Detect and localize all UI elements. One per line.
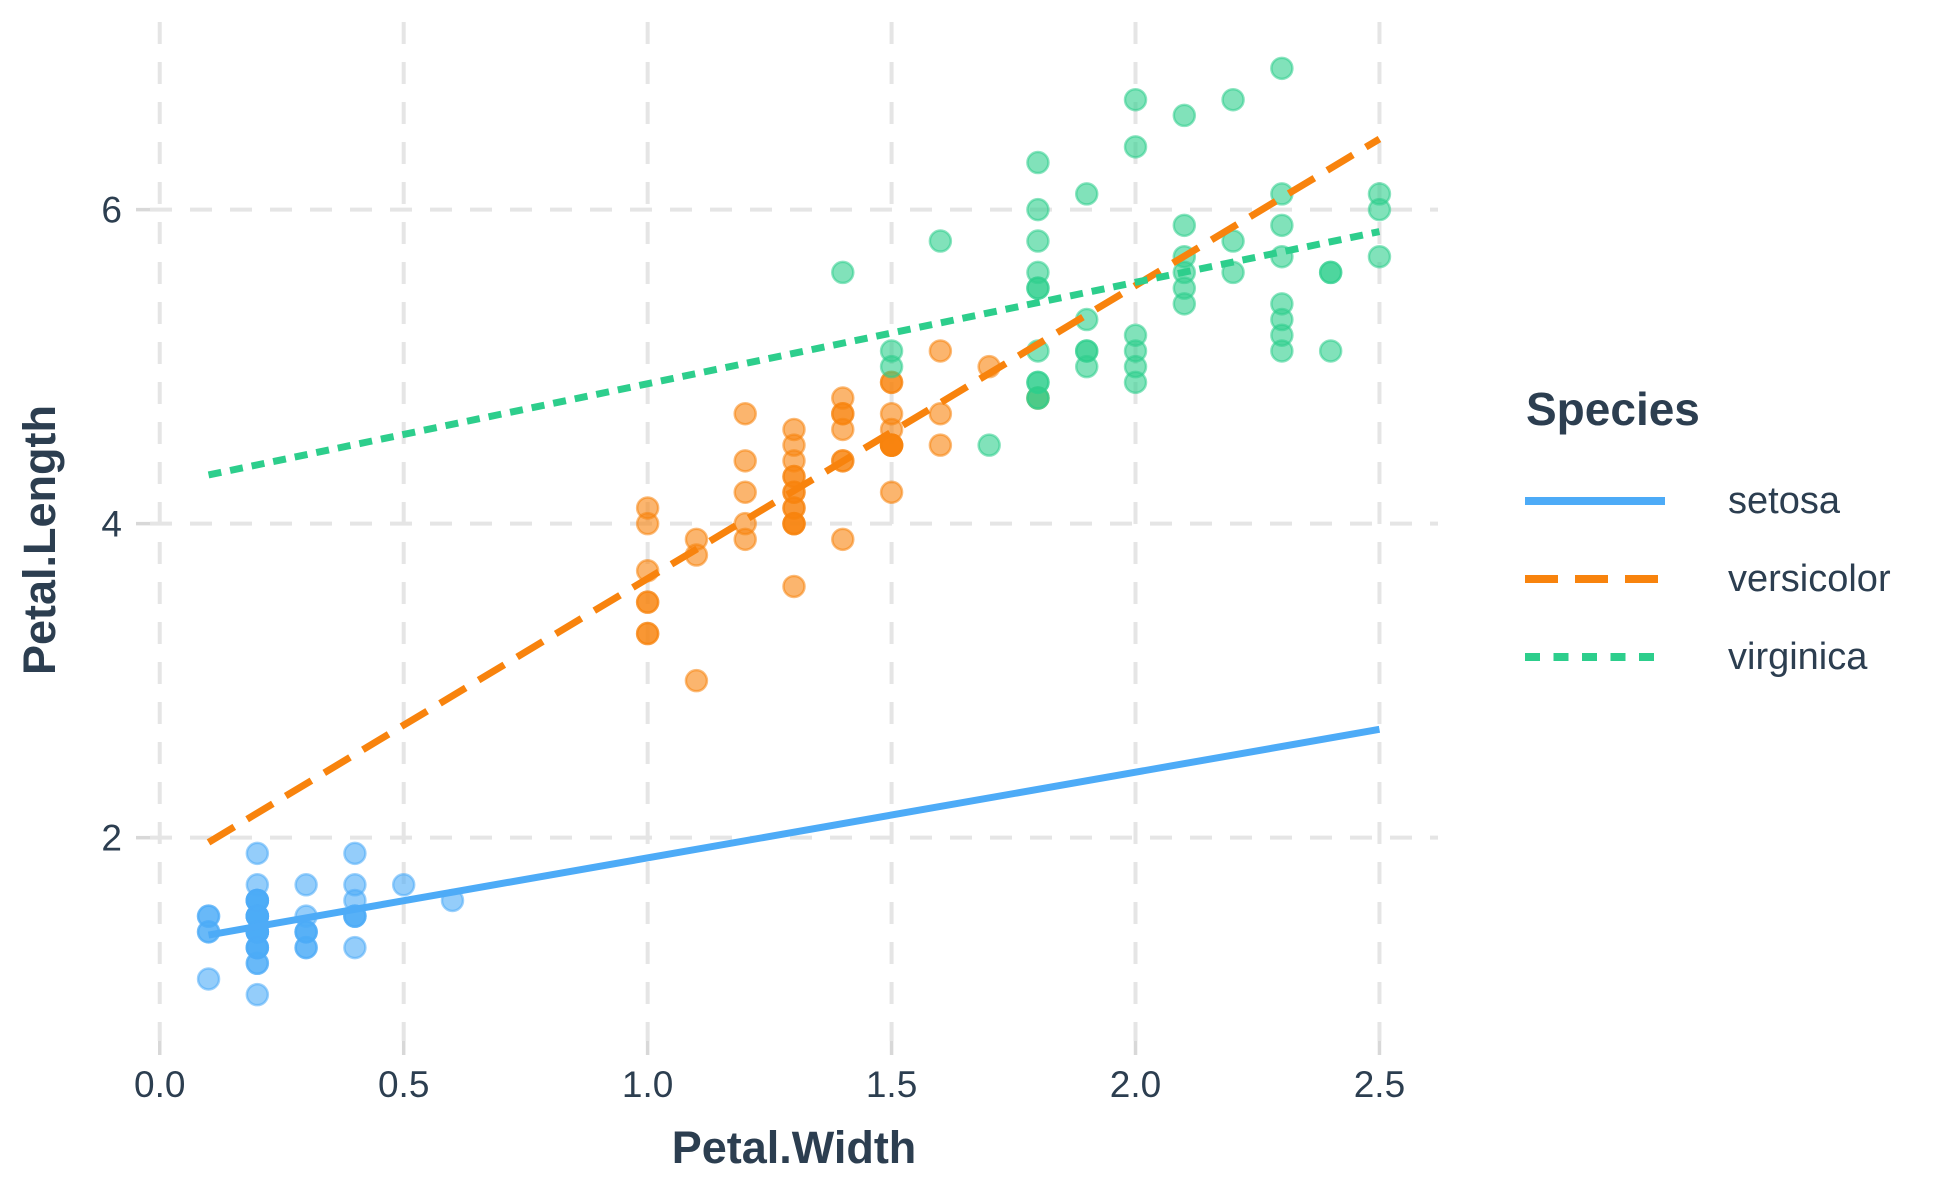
data-point-virginica bbox=[1270, 56, 1294, 81]
data-point-virginica bbox=[928, 229, 953, 253]
data-point-virginica bbox=[1074, 354, 1099, 379]
trend-line-versicolor bbox=[206, 135, 1382, 846]
legend-label-setosa: setosa bbox=[1728, 479, 1840, 522]
data-point-versicolor bbox=[782, 574, 806, 599]
y-tick-label: 4 bbox=[101, 504, 122, 545]
data-point-versicolor bbox=[831, 527, 855, 552]
data-point-versicolor bbox=[635, 496, 660, 520]
data-point-setosa bbox=[343, 841, 367, 866]
data-point-versicolor bbox=[879, 401, 904, 426]
y-tick-label: 6 bbox=[101, 190, 122, 231]
data-point-virginica bbox=[831, 260, 855, 285]
data-point-setosa bbox=[294, 920, 318, 944]
data-point-versicolor bbox=[831, 417, 855, 442]
data-point-virginica bbox=[1026, 197, 1050, 222]
data-point-virginica bbox=[1123, 323, 1148, 347]
legend: Species setosa versicolor virginica bbox=[1522, 382, 1942, 678]
data-point-setosa bbox=[196, 967, 221, 991]
data-point-virginica bbox=[1172, 292, 1197, 316]
data-point-versicolor bbox=[928, 433, 953, 457]
data-point-virginica bbox=[1318, 260, 1343, 285]
data-point-virginica bbox=[1367, 244, 1392, 269]
data-point-versicolor bbox=[635, 590, 660, 614]
x-tick-label: 0.0 bbox=[134, 1064, 185, 1105]
data-point-versicolor bbox=[684, 668, 709, 693]
data-point-virginica bbox=[1318, 339, 1343, 363]
data-point-versicolor bbox=[782, 496, 806, 520]
trend-line-virginica bbox=[207, 228, 1381, 479]
data-point-setosa bbox=[245, 841, 270, 866]
data-point-versicolor bbox=[733, 480, 757, 504]
data-point-versicolor bbox=[733, 449, 757, 473]
data-point-virginica bbox=[1074, 182, 1099, 206]
data-point-virginica bbox=[1367, 182, 1392, 206]
legend-label-versicolor: versicolor bbox=[1728, 557, 1891, 600]
data-point-virginica bbox=[1172, 103, 1197, 128]
data-point-versicolor bbox=[782, 417, 806, 442]
legend-item-versicolor: versicolor bbox=[1522, 558, 1942, 600]
y-axis-title: Petal.Length bbox=[14, 404, 65, 676]
data-point-versicolor bbox=[879, 480, 904, 504]
data-point-virginica bbox=[1026, 150, 1050, 175]
data-point-setosa bbox=[245, 982, 270, 1007]
x-tick-label: 1.0 bbox=[622, 1064, 673, 1105]
data-point-versicolor bbox=[635, 621, 660, 646]
data-point-virginica bbox=[977, 433, 1001, 457]
data-point-virginica bbox=[1026, 276, 1050, 300]
data-point-versicolor bbox=[928, 401, 953, 426]
legend-item-setosa: setosa bbox=[1522, 480, 1942, 522]
legend-label-virginica: virginica bbox=[1728, 635, 1868, 678]
y-tick-label: 2 bbox=[101, 818, 122, 859]
data-point-setosa bbox=[294, 873, 318, 897]
legend-title: Species bbox=[1526, 383, 1700, 435]
x-tick-label: 2.0 bbox=[1110, 1064, 1161, 1105]
data-point-virginica bbox=[1270, 213, 1294, 238]
data-point-versicolor bbox=[879, 433, 904, 457]
data-point-virginica bbox=[879, 339, 904, 363]
x-tick-label: 1.5 bbox=[866, 1064, 917, 1105]
x-tick-label: 2.5 bbox=[1354, 1064, 1405, 1105]
data-point-versicolor bbox=[928, 339, 953, 363]
data-point-setosa bbox=[343, 935, 367, 960]
data-point-virginica bbox=[1026, 229, 1050, 253]
setosa-line-key-icon bbox=[1525, 497, 1665, 505]
data-point-virginica bbox=[1123, 135, 1148, 159]
x-tick-label: 0.5 bbox=[378, 1064, 429, 1105]
x-axis-title: Petal.Width bbox=[671, 1122, 917, 1173]
versicolor-line-key-icon bbox=[1525, 575, 1665, 583]
data-point-virginica bbox=[1172, 213, 1197, 238]
data-point-setosa bbox=[391, 873, 416, 897]
data-point-virginica bbox=[1123, 87, 1148, 112]
data-point-virginica bbox=[1270, 323, 1294, 347]
data-point-versicolor bbox=[831, 386, 855, 410]
trend-line-setosa bbox=[207, 725, 1381, 939]
data-point-virginica bbox=[1123, 370, 1148, 395]
virginica-line-key-icon bbox=[1525, 653, 1665, 661]
data-point-virginica bbox=[1026, 386, 1050, 410]
data-point-virginica bbox=[1221, 87, 1245, 112]
legend-item-virginica: virginica bbox=[1522, 636, 1942, 678]
data-point-versicolor bbox=[733, 401, 757, 426]
data-point-virginica bbox=[1270, 292, 1294, 316]
